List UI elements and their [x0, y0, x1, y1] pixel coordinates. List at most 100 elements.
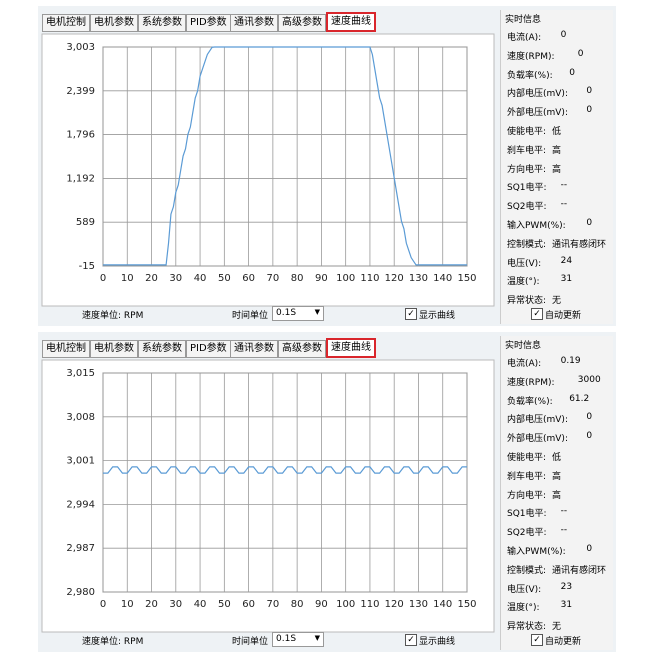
chart: -15 589 1,192 1,796 2,399 3,003 0 10 20 30 40 50 60 7…: [41, 33, 495, 307]
tab[interactable]: 高级参数: [278, 340, 326, 358]
info-value: 无: [552, 622, 562, 633]
panel: 电机控制 电机参数 系统参数 PID参数 通讯参数 高级参数 速度曲线 2,980 2,987 2…: [0, 332, 667, 652]
x-tick-label: 20: [145, 599, 158, 610]
info-value: 24: [560, 255, 573, 266]
tab[interactable]: PID参数: [186, 14, 231, 32]
time-unit-dropdown[interactable]: 0.1S ▼: [272, 306, 324, 321]
speed-line: [103, 466, 467, 474]
tab[interactable]: 速度曲线: [326, 338, 376, 358]
tab[interactable]: 通讯参数: [230, 340, 278, 358]
x-tick-label: 60: [242, 273, 255, 284]
x-tick-label: 80: [291, 273, 304, 284]
tab[interactable]: 高级参数: [278, 14, 326, 32]
show-curve-checkbox[interactable]: ✓: [405, 634, 417, 646]
info-label: 温度(°):: [507, 277, 540, 288]
info-label: 速度(RPM):: [507, 377, 555, 388]
time-unit-value: 0.1S: [276, 634, 297, 644]
x-tick-label: 150: [457, 273, 476, 284]
info-label: 电压(V):: [507, 584, 542, 595]
plot-area: [102, 46, 468, 267]
x-tick-label: 110: [360, 599, 379, 610]
speed-line: [103, 46, 467, 266]
info-value: 通讯有感闭环: [552, 239, 607, 250]
y-tick-label: 3,003: [66, 42, 95, 53]
x-tick-label: 50: [218, 273, 231, 284]
info-label: 速度(RPM):: [507, 51, 555, 62]
y-tick-label: 3,001: [66, 456, 95, 467]
time-unit-dropdown[interactable]: 0.1S ▼: [272, 632, 324, 647]
info-label: SQ2电平:: [507, 202, 547, 213]
info-label: 输入PWM(%):: [507, 221, 566, 231]
x-tick-label: 50: [218, 599, 231, 610]
x-tick-label: 0: [100, 273, 106, 284]
info-value: 31: [560, 600, 573, 611]
dropdown-arrow: ▼: [314, 308, 320, 316]
time-unit-label: 时间单位: [232, 311, 269, 321]
info-value: 3000: [577, 374, 601, 385]
y-tick-label: 2,399: [66, 86, 95, 97]
tab[interactable]: 电机参数: [90, 340, 138, 358]
auto-update-checkbox[interactable]: ✓: [531, 308, 543, 320]
info-value: 0: [569, 67, 575, 78]
x-tick-label: 70: [266, 273, 279, 284]
tab[interactable]: 通讯参数: [230, 14, 278, 32]
time-unit-value: 0.1S: [276, 308, 297, 318]
y-tick-label: 3,008: [66, 412, 95, 423]
info-value: 无: [552, 296, 562, 307]
info-label: 异常状态:: [507, 622, 547, 633]
y-tick-label: 2,994: [66, 499, 95, 510]
x-tick-label: 20: [145, 273, 158, 284]
show-curve-label: 显示曲线: [419, 637, 456, 647]
info-value: 通讯有感闭环: [552, 565, 607, 576]
info-value: 0: [586, 412, 593, 423]
x-tick-label: 140: [433, 599, 452, 610]
info-label: 方向电平:: [507, 490, 547, 501]
x-tick-label: 90: [315, 599, 328, 610]
tab[interactable]: 速度曲线: [326, 12, 376, 32]
show-curve-checkbox[interactable]: ✓: [405, 308, 417, 320]
tab[interactable]: 系统参数: [138, 14, 186, 32]
tab[interactable]: 系统参数: [138, 340, 186, 358]
speed-unit: 速度单位: RPM: [82, 637, 144, 647]
auto-update-checkbox[interactable]: ✓: [531, 634, 543, 646]
info-panel: 实时信息 电流(A): 0.19 速度(RPM): 3000 负载率(%): 61.2 内部电…: [500, 336, 613, 650]
tab[interactable]: 电机参数: [90, 14, 138, 32]
tab[interactable]: 电机控制: [42, 14, 90, 32]
show-curve-label: 显示曲线: [419, 311, 456, 321]
info-label: 内部电压(mV):: [507, 415, 568, 426]
info-label: 刹车电平:: [507, 145, 547, 156]
info-panel: 实时信息 电流(A): 0 速度(RPM): 0 负载率(%): 0 内部电压(mV): 0 外部…: [500, 10, 613, 324]
info-value: --: [560, 180, 568, 191]
x-tick-label: 110: [360, 273, 379, 284]
chart: 2,980 2,987 2,994 3,001 3,008 3,015 0 10 20 30 40 5…: [41, 359, 495, 633]
info-label: SQ1电平:: [507, 183, 547, 194]
info-label: 负载率(%):: [507, 70, 553, 81]
info-title: 实时信息: [505, 15, 542, 25]
x-tick-label: 120: [385, 273, 404, 284]
dropdown-arrow: ▼: [314, 634, 320, 642]
info-value: 0: [586, 431, 593, 442]
info-label: 使能电平:: [507, 127, 547, 137]
y-tick-label: 589: [76, 217, 95, 228]
info-label: 方向电平:: [507, 164, 547, 175]
x-tick-label: 150: [457, 599, 476, 610]
info-value: 0: [586, 218, 593, 228]
info-value: 0: [586, 544, 593, 554]
info-label: 温度(°):: [507, 603, 540, 614]
info-label: 电流(A):: [507, 33, 542, 43]
x-tick-label: 30: [169, 273, 182, 284]
info-value: 0: [586, 105, 593, 116]
y-tick-label: -15: [79, 261, 95, 272]
x-tick-label: 90: [315, 273, 328, 284]
x-tick-label: 140: [433, 273, 452, 284]
info-value: --: [560, 525, 568, 536]
info-label: 外部电压(mV):: [507, 108, 568, 119]
x-tick-label: 10: [121, 599, 134, 610]
info-label: 输入PWM(%):: [507, 547, 566, 557]
info-label: 刹车电平:: [507, 471, 547, 482]
info-label: SQ2电平:: [507, 528, 547, 539]
auto-update-label: 自动更新: [545, 311, 582, 321]
info-value: 高: [552, 164, 562, 175]
tab[interactable]: 电机控制: [42, 340, 90, 358]
